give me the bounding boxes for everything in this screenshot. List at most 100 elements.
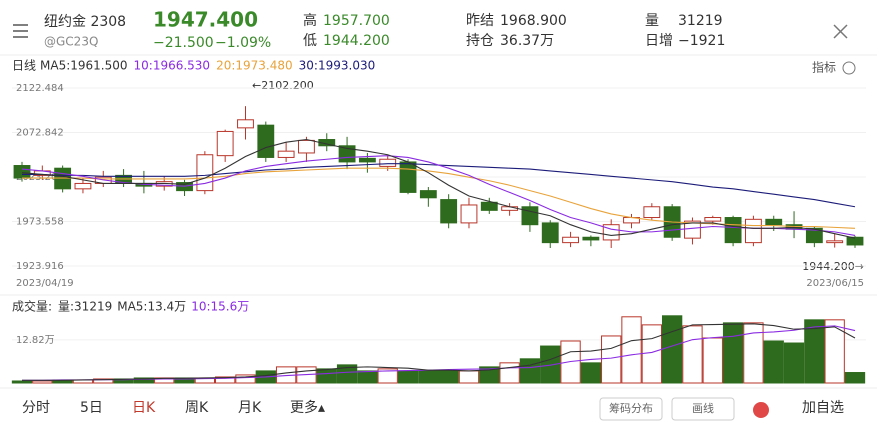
candle-body	[13, 165, 31, 179]
tab[interactable]: 5日	[80, 400, 103, 416]
volume-bar	[519, 358, 541, 384]
candle-body	[541, 222, 559, 244]
stat-value: 1944.200	[323, 33, 390, 49]
legend-entry: 10:15.6万	[191, 300, 249, 314]
candle-body	[521, 206, 539, 226]
y-tick-label: 1973.558	[16, 217, 64, 228]
volume-bar	[722, 322, 744, 384]
volume-ma-line	[22, 323, 856, 381]
candle-body	[744, 218, 762, 244]
indicator-button[interactable]: 指标	[812, 60, 836, 75]
volume-bar	[458, 370, 480, 384]
volume-bar	[133, 377, 155, 384]
volume-bar	[702, 337, 723, 384]
candle-body	[480, 201, 498, 211]
candle-body	[704, 217, 722, 222]
volume-bar	[540, 345, 561, 384]
stat-value: 31219	[678, 13, 723, 29]
tab[interactable]: 月K	[238, 400, 262, 416]
volume-bar	[601, 335, 622, 384]
candle-body	[805, 227, 823, 244]
record-icon[interactable]	[753, 402, 769, 418]
volume-bar	[336, 364, 358, 384]
legend-entry: 量:31219	[58, 300, 112, 314]
tab[interactable]: 分时	[22, 400, 50, 416]
candle-body	[379, 158, 397, 167]
volume-bar	[641, 324, 662, 384]
stat-label: 昨结	[466, 13, 494, 29]
candle-body	[419, 190, 437, 199]
candle-body	[724, 217, 742, 244]
candle-body	[440, 199, 458, 224]
price-change-pct: −1.09%	[215, 35, 271, 51]
last-price: 1947.400	[153, 8, 258, 32]
volume-bar	[621, 316, 642, 384]
candle-body	[846, 236, 864, 246]
candle-body	[684, 220, 701, 239]
instrument-code: @GC23Q	[44, 35, 98, 49]
candle-body	[765, 218, 783, 226]
candle-body	[237, 119, 254, 129]
legend-entry: 30:1993.030	[299, 59, 376, 73]
volume-bar	[499, 362, 520, 384]
volume-bar	[804, 319, 825, 384]
tab[interactable]: 更多▴	[290, 399, 325, 416]
candle-body	[460, 204, 478, 224]
price-change: −21.500	[153, 35, 214, 51]
volume-bar	[377, 368, 398, 384]
stat-label: 持仓	[466, 33, 494, 49]
volume-bar	[580, 362, 602, 384]
candle-body	[277, 150, 295, 158]
volume-bar	[438, 370, 459, 384]
volume-bar	[32, 380, 53, 384]
candle-body	[826, 240, 844, 244]
button[interactable]: 筹码分布	[609, 401, 653, 415]
ma-line	[21, 155, 856, 236]
instrument-name: 纽约金 2308	[44, 14, 126, 30]
volume-title: 成交量:	[12, 299, 52, 314]
volume-bar	[93, 378, 114, 384]
volume-bar	[418, 370, 439, 384]
stat-value: −1921	[678, 33, 725, 49]
y-tick-label: 2072.842	[16, 127, 64, 138]
tab[interactable]: 周K	[185, 400, 209, 416]
ma-line	[21, 138, 856, 239]
candle-body	[562, 236, 579, 244]
candle-body	[643, 206, 661, 219]
volume-bar	[682, 325, 703, 384]
button[interactable]: 加自选	[802, 400, 844, 416]
candle-body	[582, 236, 600, 241]
candle-body	[216, 130, 234, 157]
candle-body	[196, 154, 214, 192]
volume-bar	[844, 372, 866, 384]
high-annotation: ←2102.200	[252, 79, 314, 92]
stat-value: 1957.700	[323, 13, 390, 29]
button-frame	[599, 397, 663, 421]
stat-value: 36.37万	[500, 33, 554, 49]
volume-bar	[235, 374, 256, 384]
volume-bar	[357, 370, 378, 384]
menu-icon[interactable]	[13, 24, 28, 38]
stat-value: 1968.900	[500, 13, 567, 29]
legend-entry: 20:1973.480	[216, 59, 293, 73]
button[interactable]: 画线	[692, 401, 714, 415]
volume-bar	[479, 366, 500, 384]
tab[interactable]: 日K	[132, 400, 156, 416]
volume-bar	[397, 370, 419, 384]
close-icon[interactable]	[833, 24, 848, 39]
legend-entry: MA5:13.4万	[117, 300, 186, 314]
candle-body	[257, 124, 275, 158]
candle-body	[74, 182, 92, 190]
indicator-icon[interactable]	[842, 61, 856, 75]
candle-body	[399, 161, 417, 193]
candle-body	[358, 157, 376, 163]
candle-body	[298, 139, 315, 154]
legend-entry: MA5:1961.500	[40, 59, 128, 73]
volume-bar	[763, 340, 784, 384]
y-tick-label: 2023.200	[16, 172, 64, 183]
period-label: 日线	[12, 59, 36, 73]
stat-label: 日增	[645, 33, 673, 49]
end-date: 2023/06/15	[806, 278, 864, 289]
stat-label: 低	[303, 33, 317, 49]
